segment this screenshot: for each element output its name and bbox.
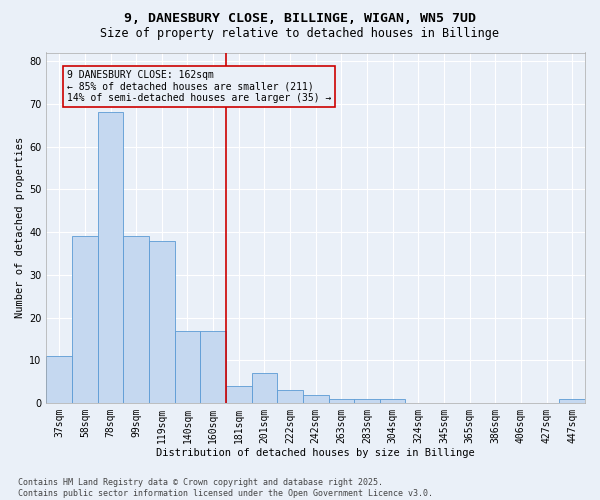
Text: Size of property relative to detached houses in Billinge: Size of property relative to detached ho… [101,28,499,40]
Bar [149,240,175,403]
Bar [277,390,303,403]
Bar [46,356,72,403]
Bar [251,374,277,403]
Bar [226,386,251,403]
Bar [124,236,149,403]
Text: 9 DANESBURY CLOSE: 162sqm
← 85% of detached houses are smaller (211)
14% of semi: 9 DANESBURY CLOSE: 162sqm ← 85% of detac… [67,70,331,103]
Bar [329,399,354,403]
Bar [354,399,380,403]
Bar [303,394,329,403]
Bar [175,330,200,403]
Bar [380,399,406,403]
X-axis label: Distribution of detached houses by size in Billinge: Distribution of detached houses by size … [157,448,475,458]
Bar [98,112,124,403]
Bar [559,399,585,403]
Y-axis label: Number of detached properties: Number of detached properties [15,137,25,318]
Bar [72,236,98,403]
Text: Contains HM Land Registry data © Crown copyright and database right 2025.
Contai: Contains HM Land Registry data © Crown c… [18,478,433,498]
Text: 9, DANESBURY CLOSE, BILLINGE, WIGAN, WN5 7UD: 9, DANESBURY CLOSE, BILLINGE, WIGAN, WN5… [124,12,476,26]
Bar [200,330,226,403]
